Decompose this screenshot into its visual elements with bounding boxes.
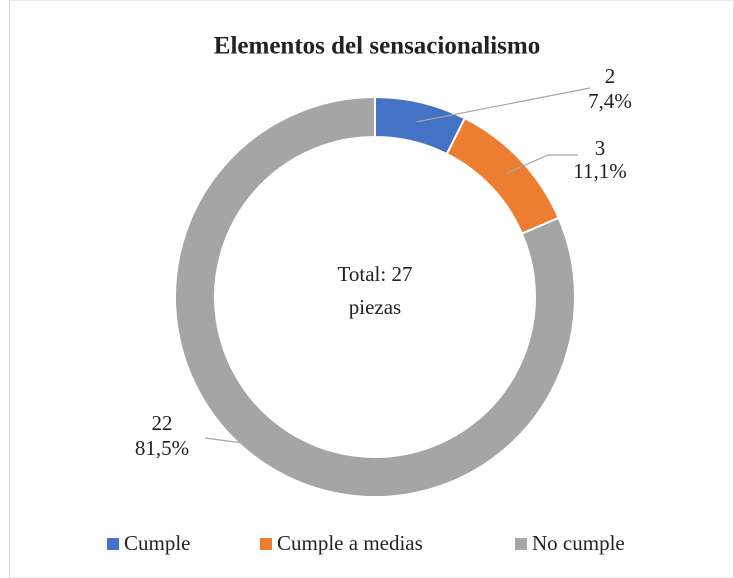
- donut-slice: [174, 95, 576, 498]
- percent-label: 7,4%: [588, 89, 632, 113]
- percent-label: 11,1%: [573, 159, 626, 183]
- legend-swatch: [107, 538, 119, 550]
- leader-line: [505, 154, 578, 175]
- legend-label: Cumple a medias: [277, 531, 423, 555]
- leader-line: [416, 87, 591, 123]
- center-text: piezas: [349, 295, 401, 319]
- data-label: 3: [595, 136, 606, 160]
- legend-label: No cumple: [532, 531, 625, 555]
- leader-line: [204, 437, 277, 448]
- legend-swatch: [260, 538, 272, 550]
- chart-title: Elementos del sensacionalismo: [214, 33, 540, 60]
- data-label: 2: [605, 64, 616, 88]
- legend-swatch: [515, 538, 527, 550]
- data-label: 22: [152, 411, 173, 435]
- center-text: Total: 27: [338, 262, 413, 286]
- legend-label: Cumple: [124, 531, 191, 555]
- percent-label: 81,5%: [135, 436, 189, 460]
